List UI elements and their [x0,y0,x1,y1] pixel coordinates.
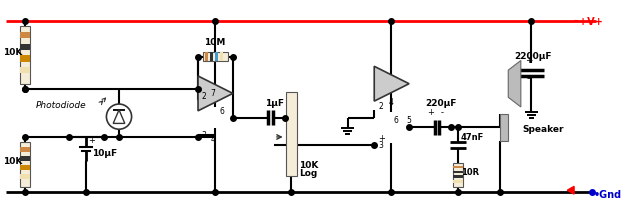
Bar [21,67,30,73]
Text: 6: 6 [394,116,399,125]
Text: 7: 7 [210,89,215,98]
Text: Photodiode: Photodiode [35,101,86,110]
Text: 220μF: 220μF [425,99,457,108]
Text: 10R: 10R [461,168,479,177]
Text: +: + [88,136,95,145]
Text: 1μF: 1μF [265,99,284,108]
Text: +: + [427,108,434,117]
Text: -: - [440,108,443,117]
Text: 4: 4 [210,135,215,144]
Bar [453,176,463,178]
Bar [220,52,223,61]
Text: 2: 2 [378,102,383,111]
Text: 10K: 10K [3,48,22,57]
Bar [21,32,30,38]
Text: +: + [378,134,385,143]
Bar [21,26,30,84]
Text: 3: 3 [202,131,207,140]
Text: 4: 4 [389,98,394,107]
Text: 5: 5 [406,116,411,125]
Text: 10K: 10K [299,161,318,170]
Polygon shape [567,186,574,194]
Bar [21,142,30,187]
Text: 47nF: 47nF [461,133,484,142]
Text: 10M: 10M [204,38,226,47]
Bar [453,180,463,183]
Text: •Gnd: •Gnd [593,190,621,200]
Polygon shape [198,76,233,111]
Bar [21,156,30,161]
Bar [499,114,508,141]
Bar [205,52,208,61]
Text: 10K: 10K [3,157,22,166]
Bar [21,44,30,50]
Text: -: - [527,73,531,83]
Polygon shape [374,66,409,101]
Text: 2: 2 [202,92,207,101]
Text: +V+: +V+ [579,17,603,27]
Bar [453,166,463,168]
Text: 10μF: 10μF [92,149,117,158]
Bar [453,171,463,173]
Bar [210,52,213,61]
Bar [453,163,463,187]
Text: Log: Log [299,169,317,178]
Bar [21,165,30,170]
Bar [21,55,30,62]
Bar [21,147,30,152]
Bar [203,52,228,61]
Text: Speaker: Speaker [522,125,564,134]
Bar [285,92,297,176]
Text: 6: 6 [220,107,224,116]
Text: 2200μF: 2200μF [514,51,552,61]
Bar [215,52,218,61]
Text: +: + [525,56,532,65]
Text: 3: 3 [378,141,383,150]
Polygon shape [508,61,521,107]
Bar [21,174,30,179]
